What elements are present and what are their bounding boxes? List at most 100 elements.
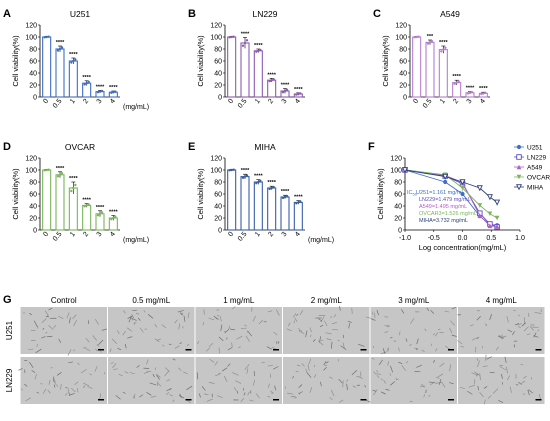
cell-texture [325, 332, 332, 335]
data-point [455, 81, 458, 84]
y-tick-label: 0 [218, 227, 222, 234]
y-tick-label: 0 [403, 94, 407, 101]
cell-texture [99, 393, 102, 400]
cell-texture [416, 364, 422, 368]
data-point [241, 176, 245, 179]
cell-texture [94, 366, 98, 372]
cell-texture [522, 393, 526, 395]
y-tick-label: 80 [399, 46, 407, 53]
cell-texture [245, 335, 250, 342]
cell-texture [326, 361, 329, 364]
x-tick-label: 4 [294, 98, 302, 106]
cell-texture [34, 374, 37, 380]
cell-texture [166, 391, 170, 396]
cell-texture [53, 378, 56, 383]
data-point [486, 194, 493, 201]
x-tick-label: 0.0 [458, 235, 468, 242]
cell-texture [228, 325, 231, 330]
cell-texture [378, 359, 383, 366]
micrograph-panel: G Control 0.5 mg/mL 1 mg/mL 2 mg/mL 3 mg/mL 4 … [3, 294, 545, 405]
cell-texture [376, 373, 382, 375]
cell-texture [182, 325, 184, 329]
cell-texture [306, 372, 312, 378]
cell-texture [144, 328, 148, 330]
data-point [480, 92, 483, 96]
data-point [494, 215, 500, 221]
panel-title: LN229 [252, 9, 277, 19]
cell-texture [429, 382, 435, 386]
data-point [87, 80, 90, 84]
cell-texture [273, 331, 278, 336]
cell-texture [405, 338, 408, 342]
data-point [74, 58, 77, 61]
data-point [516, 154, 522, 160]
cell-texture [352, 385, 357, 388]
cell-texture [179, 342, 183, 344]
cell-texture [506, 366, 508, 374]
cell-texture [331, 321, 337, 325]
data-point [110, 218, 113, 221]
cell-texture [398, 347, 400, 352]
cell-texture [45, 331, 48, 334]
cell-texture [520, 363, 524, 366]
cell-texture [244, 364, 250, 370]
cell-texture [126, 327, 133, 332]
x-axis-label: Log concentration(mg/mL) [419, 243, 507, 252]
cell-texture [424, 328, 427, 332]
bar [42, 36, 52, 98]
cell-texture [166, 379, 171, 382]
cell-texture [485, 354, 487, 361]
cell-texture [156, 338, 162, 341]
y-tick-label: 120 [210, 22, 222, 29]
cell-texture [186, 385, 193, 391]
data-point [270, 79, 273, 82]
cell-texture [372, 345, 375, 349]
data-point [100, 211, 104, 214]
data-point [470, 91, 474, 94]
cell-texture [152, 373, 155, 378]
data-point [460, 185, 465, 191]
scale-bar [535, 349, 542, 351]
data-point [459, 179, 466, 186]
x-tick-label: 0.5 [52, 98, 64, 110]
cell-texture [485, 323, 487, 326]
cell-texture [467, 390, 473, 395]
cell-texture [451, 306, 457, 310]
cell-texture [459, 387, 466, 389]
y-tick-label: 20 [29, 82, 37, 89]
y-tick-label: 40 [29, 70, 37, 77]
cell-texture [296, 364, 301, 367]
cell-texture [179, 395, 185, 399]
cell-texture [29, 361, 34, 369]
cell-texture [497, 335, 504, 340]
significance-label: **** [281, 189, 290, 195]
micrograph-image [20, 307, 108, 356]
y-tick-label: 100 [390, 167, 402, 174]
data-point [494, 224, 500, 229]
cell-texture [18, 368, 23, 371]
cell-texture [498, 400, 504, 403]
bar [55, 174, 65, 231]
y-tick-label: 0 [33, 94, 37, 101]
cell-texture [312, 339, 316, 343]
cell-texture [29, 313, 33, 316]
data-point [114, 215, 117, 218]
cell-texture [506, 375, 510, 381]
data-point [232, 35, 235, 38]
cell-texture [110, 362, 114, 364]
data-point [230, 35, 233, 39]
y-tick-label: 80 [214, 46, 222, 53]
cell-texture [101, 328, 108, 331]
cell-texture [85, 338, 90, 343]
data-point [283, 195, 287, 199]
bar [240, 42, 250, 98]
data-point [272, 185, 275, 189]
y-tick-label: 40 [394, 203, 402, 210]
cell-texture [529, 326, 534, 331]
cell-texture [77, 363, 80, 365]
legend-label: MIHA [527, 184, 544, 191]
cell-texture [238, 346, 241, 348]
cell-texture [208, 382, 215, 384]
cell-texture [390, 381, 396, 386]
panel-title: MIHA [254, 142, 276, 152]
